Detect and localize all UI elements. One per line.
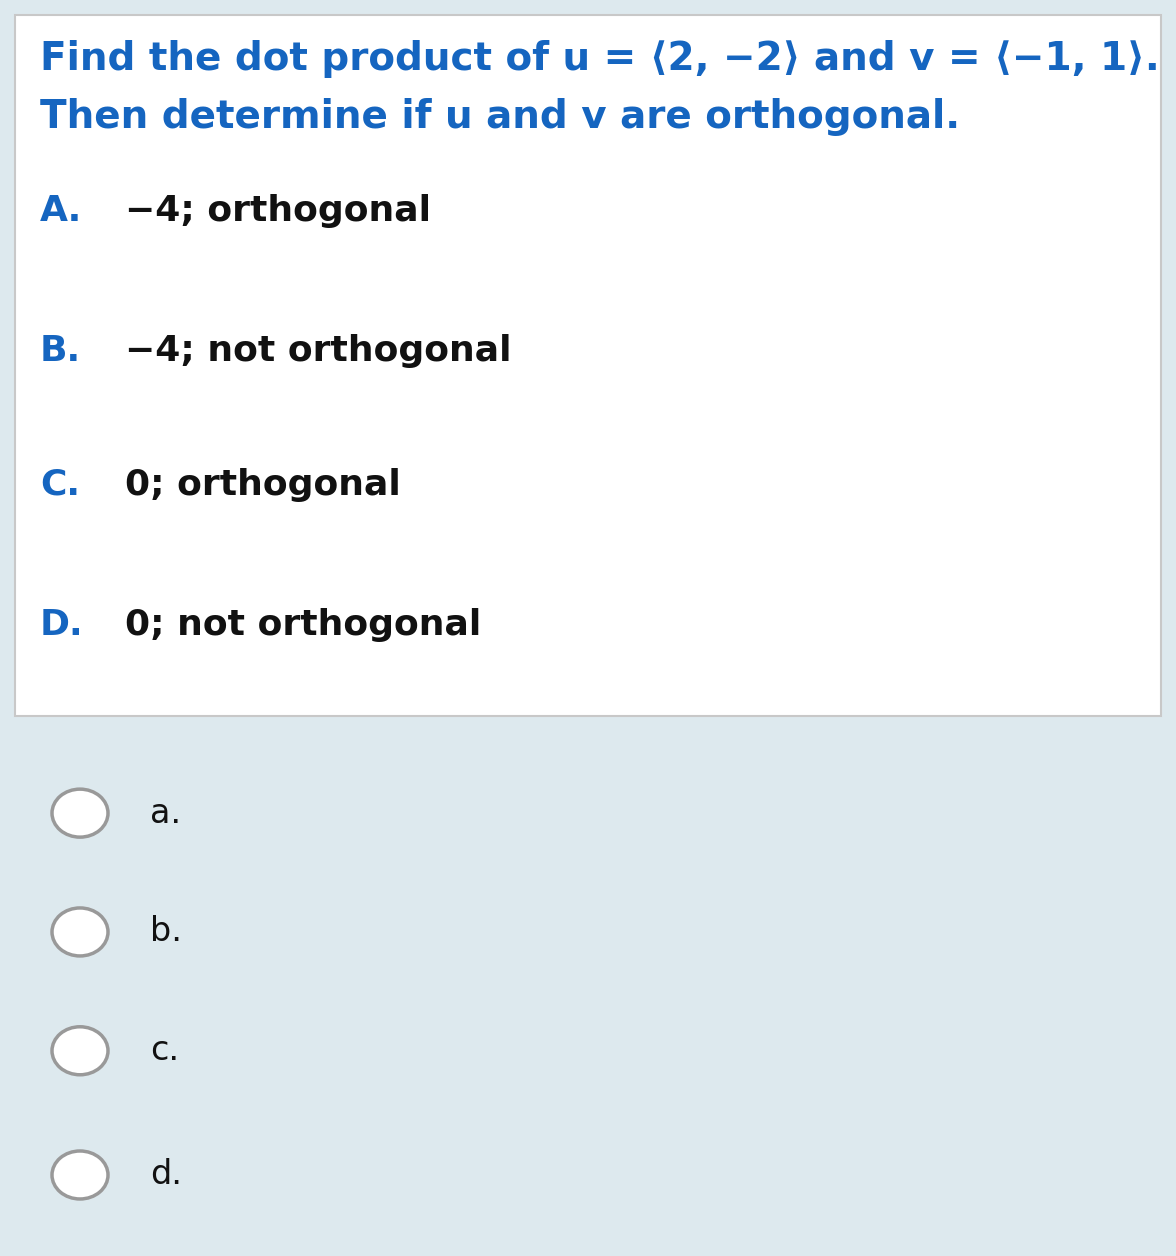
Text: Find the dot product of u = ⟨2, −2⟩ and v = ⟨−1, 1⟩.: Find the dot product of u = ⟨2, −2⟩ and …	[40, 40, 1160, 78]
Ellipse shape	[52, 1150, 108, 1199]
FancyBboxPatch shape	[15, 15, 1161, 716]
Text: c.: c.	[151, 1034, 179, 1068]
Text: 0; orthogonal: 0; orthogonal	[125, 467, 401, 501]
Text: D.: D.	[40, 608, 83, 642]
Text: −4; not orthogonal: −4; not orthogonal	[125, 334, 512, 368]
Text: a.: a.	[151, 796, 181, 830]
Text: 0; not orthogonal: 0; not orthogonal	[125, 608, 481, 642]
Text: B.: B.	[40, 334, 81, 368]
Text: −4; orthogonal: −4; orthogonal	[125, 195, 430, 229]
Text: C.: C.	[40, 467, 80, 501]
Text: d.: d.	[151, 1158, 182, 1192]
Ellipse shape	[52, 1026, 108, 1075]
Ellipse shape	[52, 908, 108, 956]
Text: b.: b.	[151, 916, 182, 948]
Text: Then determine if u and v are orthogonal.: Then determine if u and v are orthogonal…	[40, 98, 960, 136]
Ellipse shape	[52, 789, 108, 838]
Text: A.: A.	[40, 195, 82, 229]
